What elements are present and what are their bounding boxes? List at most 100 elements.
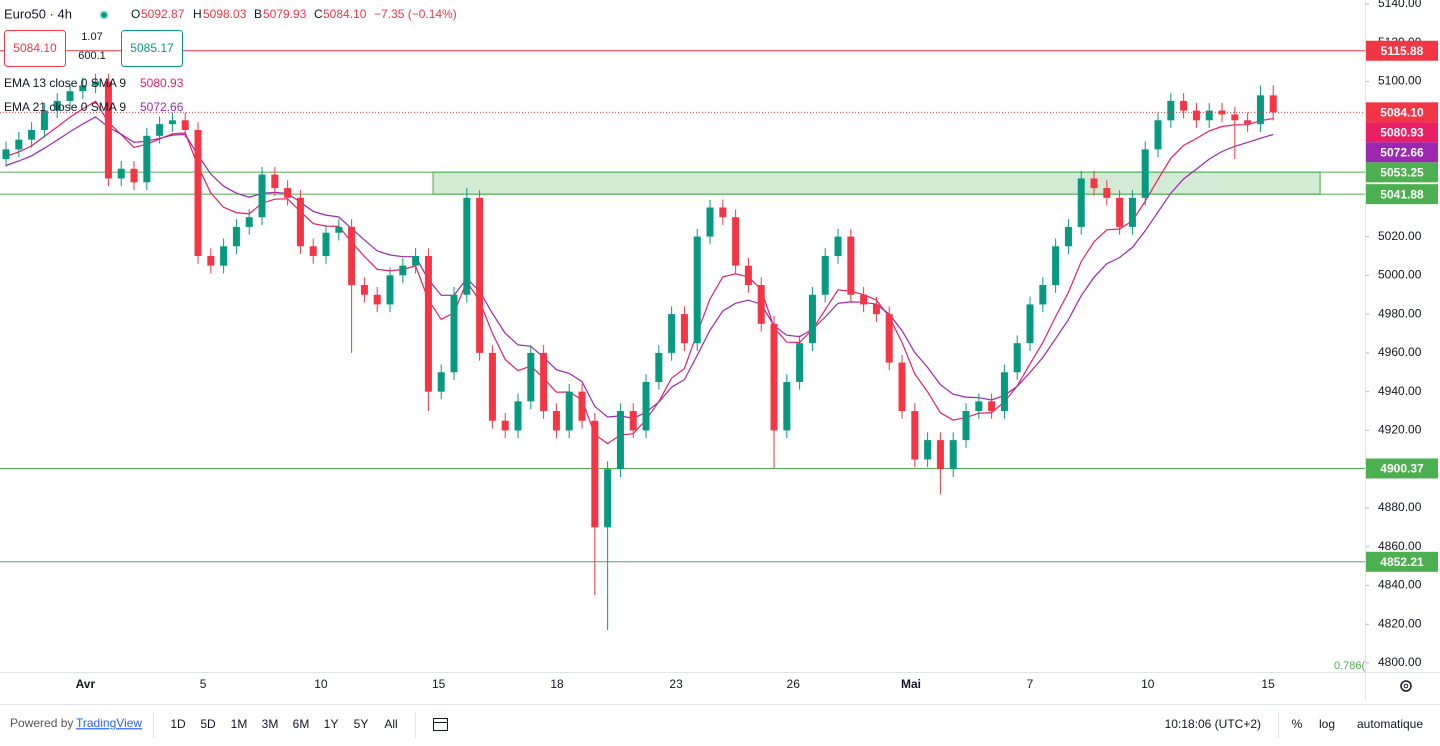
timeframe[interactable]: 1D	[170, 717, 186, 731]
y-tick-label: 4860.00	[1378, 539, 1422, 553]
candle-body	[296, 197, 304, 247]
fib-label: 0.786(	[1334, 660, 1366, 672]
timeframe[interactable]: 6M	[293, 717, 310, 731]
price-label: 5072.66	[1380, 146, 1424, 160]
ohlc-value: 5098.03	[203, 7, 247, 21]
brand-link[interactable]: TradingView	[76, 716, 142, 730]
x-tick-label: 26	[787, 677, 801, 691]
ohlc-value: 5092.87	[141, 7, 185, 21]
y-tick-label: 4920.00	[1378, 423, 1422, 437]
indicator-legend[interactable]: EMA 13 close 0 SMA 9	[4, 76, 126, 90]
candle-body	[348, 226, 356, 286]
buy-price[interactable]: 5085.17	[130, 41, 174, 55]
log-toggle[interactable]: log	[1319, 717, 1335, 731]
plot-area: 5140.005120.005100.005080.005060.005040.…	[0, 0, 1438, 691]
candle-body	[271, 174, 279, 189]
candle-body	[808, 294, 816, 344]
candle-body	[629, 411, 637, 431]
candle-body	[1064, 226, 1072, 247]
candle-body	[258, 174, 266, 218]
candle-body	[911, 411, 919, 460]
price-label-bg	[1366, 551, 1438, 572]
candle-body	[284, 188, 292, 198]
price-label-bg	[1366, 142, 1438, 163]
timeframe[interactable]: 1M	[231, 717, 248, 731]
candle-body	[143, 135, 151, 183]
y-tick-label: 5100.00	[1378, 74, 1422, 88]
candle-body	[975, 401, 983, 412]
candle-body	[232, 226, 240, 247]
indicator-line	[5, 100, 1274, 445]
candle-body	[1039, 285, 1047, 305]
candle-body	[821, 255, 829, 295]
y-tick-label: 5000.00	[1378, 268, 1422, 282]
timeframe[interactable]: 3M	[262, 717, 279, 731]
candle-body	[373, 294, 381, 305]
candle-body	[1141, 149, 1149, 198]
candle-body	[719, 207, 727, 218]
x-tick-label: 10	[1141, 677, 1155, 691]
candle-body	[309, 246, 317, 256]
candle-body	[424, 255, 432, 392]
candle-body	[15, 139, 23, 150]
candle-body	[1256, 95, 1264, 125]
candle-body	[591, 420, 599, 528]
candle-body	[655, 352, 663, 382]
candle-body	[399, 265, 407, 276]
x-tick-label: 15	[432, 677, 446, 691]
candle-body	[501, 420, 509, 431]
indicator-value: 5072.66	[140, 100, 184, 114]
x-tick-label: 18	[550, 677, 564, 691]
x-tick-label: 15	[1261, 677, 1275, 691]
candle-body	[693, 236, 701, 344]
support-zone	[432, 171, 1321, 195]
clock[interactable]: 10:18:06 (UTC+2)	[1165, 717, 1261, 731]
price-label: 4900.37	[1380, 462, 1424, 476]
candle-body	[834, 236, 842, 256]
ohlc-value: 5079.93	[263, 7, 307, 21]
price-label-bg	[1366, 184, 1438, 205]
gear[interactable]	[1400, 680, 1412, 692]
indicator-line	[5, 116, 1274, 420]
settings-icon[interactable]	[1400, 680, 1412, 692]
auto-toggle[interactable]: automatique	[1357, 717, 1423, 731]
candle-body	[194, 129, 202, 256]
symbol[interactable]: Euro50 · 4h	[4, 6, 72, 21]
buy-button[interactable]	[121, 30, 183, 67]
timeframe[interactable]: 5D	[200, 717, 216, 731]
sell-price[interactable]: 5084.10	[13, 41, 57, 55]
goto-date-icon[interactable]	[433, 718, 448, 731]
candle-body	[540, 352, 548, 412]
indicator-legend[interactable]: EMA 21 close 0 SMA 9	[4, 100, 126, 114]
percent-toggle[interactable]: %	[1292, 717, 1303, 731]
candle-body	[783, 381, 791, 431]
y-tick-label: 4820.00	[1378, 616, 1422, 630]
candle-body	[1154, 120, 1162, 150]
candle-body	[847, 236, 855, 295]
candle-body	[988, 401, 996, 412]
timeframe[interactable]: 1Y	[324, 717, 339, 731]
candle-body	[450, 294, 458, 373]
candle-body	[680, 314, 688, 344]
gear-hub[interactable]	[1403, 683, 1409, 689]
timeframe[interactable]: All	[384, 717, 397, 731]
candle-body	[1167, 100, 1175, 121]
candle-body	[642, 381, 650, 431]
candle-body	[53, 100, 61, 111]
candle-body	[757, 285, 765, 324]
candle-body	[1077, 178, 1085, 227]
candle-body	[1180, 100, 1188, 111]
candle-body	[104, 81, 112, 179]
candle-body	[949, 440, 957, 470]
candle-body	[1090, 178, 1098, 189]
powered-by: Powered by	[10, 716, 73, 730]
candle-body	[220, 246, 228, 266]
timeframe[interactable]: 5Y	[354, 717, 369, 731]
price-label-bg	[1366, 40, 1438, 61]
candle-body	[706, 207, 714, 237]
y-tick-label: 4980.00	[1378, 306, 1422, 320]
sell-button[interactable]	[4, 30, 66, 67]
calendar[interactable]	[433, 718, 448, 731]
candle-body	[552, 411, 560, 431]
